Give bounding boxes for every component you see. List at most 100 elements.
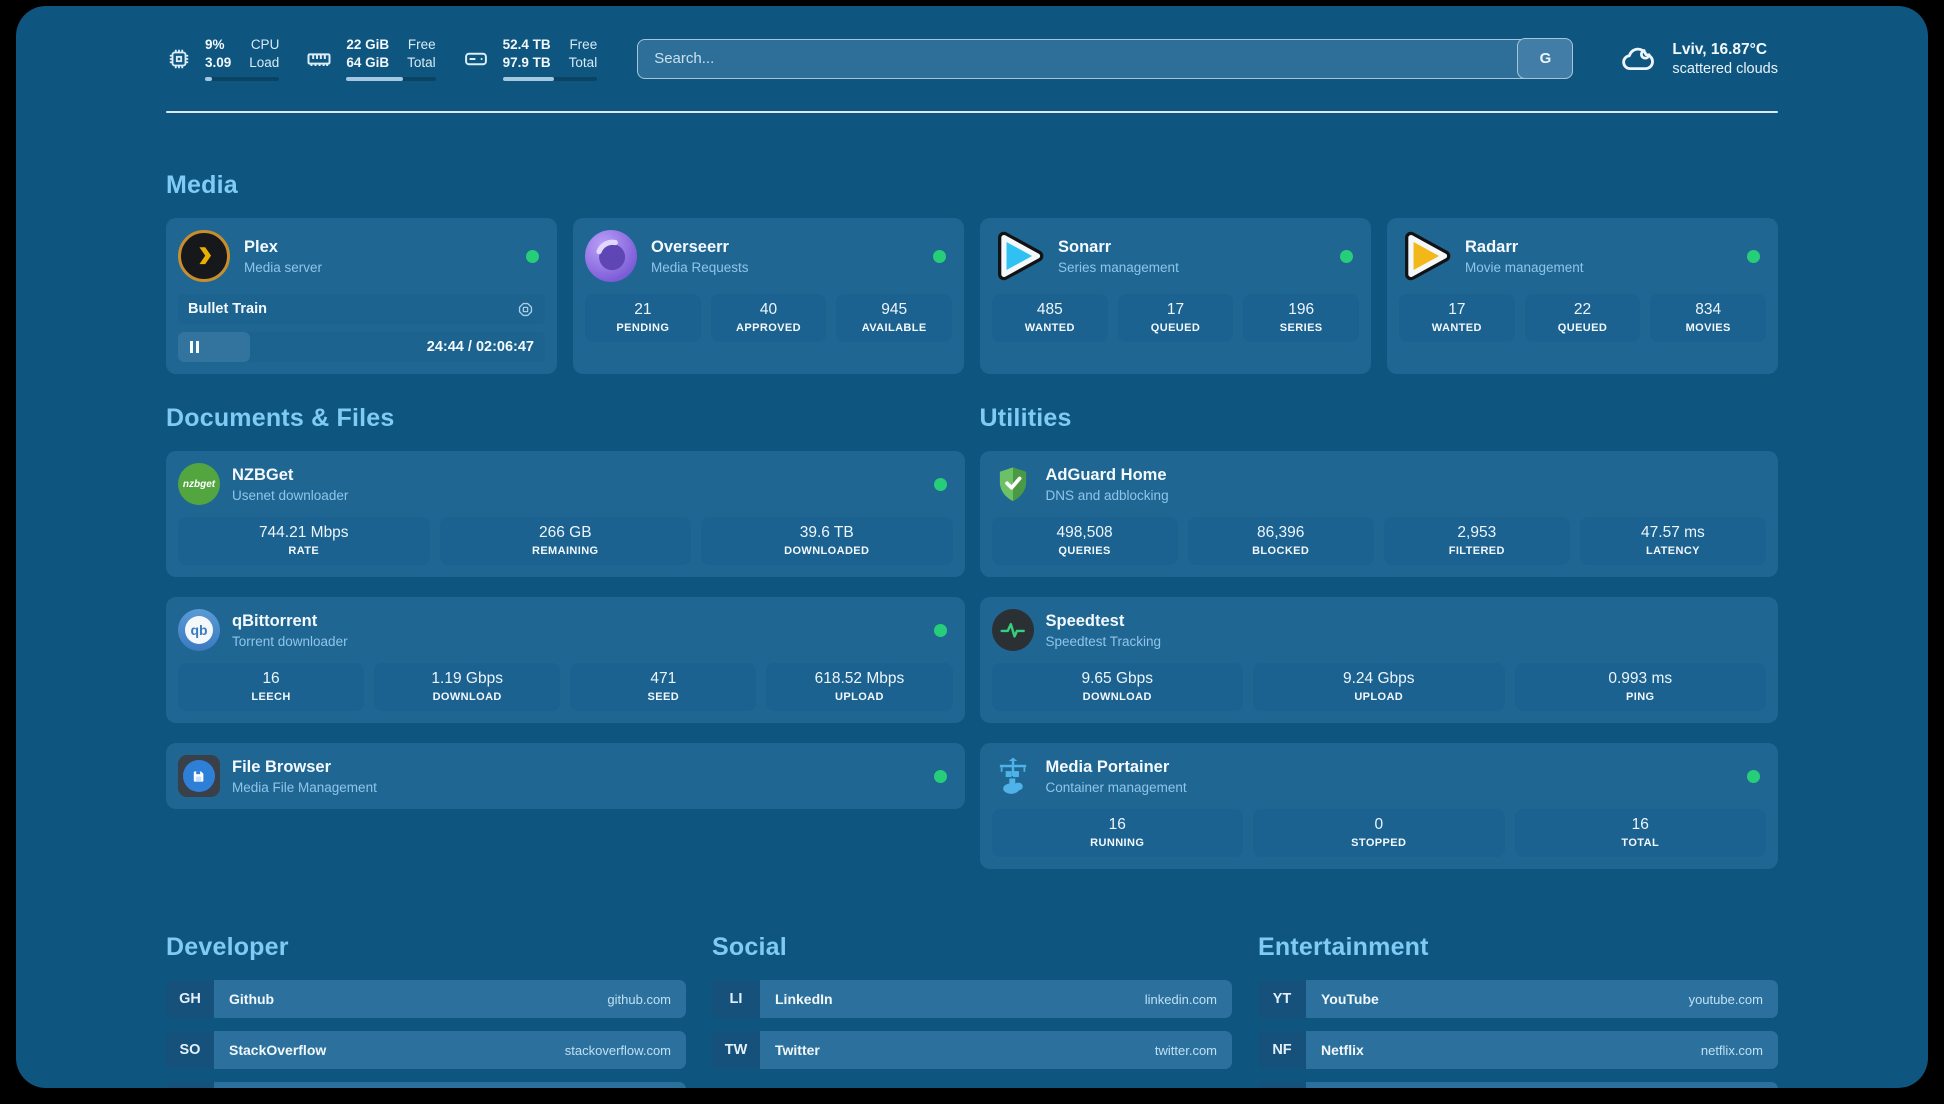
ram-icon — [305, 45, 333, 73]
card-qbittorrent[interactable]: qb qBittorrent Torrent downloader 16 LEECH 1.… — [166, 597, 965, 724]
stat-box: 9.65 Gbps DOWNLOAD — [991, 663, 1243, 712]
stat-box: 744.21 Mbps RATE — [178, 517, 430, 566]
stat-label: LEECH — [251, 691, 291, 704]
card-titles: Overseerr Media Requests — [651, 238, 749, 275]
stat-box: 21 PENDING — [585, 294, 701, 343]
card-adguard-home[interactable]: AdGuard Home DNS and adblocking 498,508 QUE… — [979, 451, 1778, 578]
stat-box: 9.24 Gbps UPLOAD — [1253, 663, 1505, 712]
bookmark-url: stackoverflow.com — [564, 1042, 671, 1058]
ram-free-label: Free — [407, 37, 436, 52]
card-head: Speedtest Speedtest Tracking — [991, 609, 1767, 652]
portainer-icon — [992, 755, 1034, 797]
stat-label: AVAILABLE — [861, 322, 927, 335]
card-media-portainer[interactable]: Media Portainer Container management 16 RUN… — [979, 743, 1778, 870]
weather-widget[interactable]: Lviv, 16.87°C scattered clouds — [1617, 38, 1778, 80]
stat-box: 86,396 BLOCKED — [1187, 517, 1374, 566]
stat-box: 47.57 ms LATENCY — [1579, 517, 1766, 566]
ram-total: 64 GiB — [346, 54, 390, 70]
stat-box: 0.993 ms PING — [1514, 663, 1766, 712]
cpu-progress-track — [205, 77, 280, 82]
stat-value: 945 — [881, 301, 908, 319]
card-head: AdGuard Home DNS and adblocking — [992, 463, 1767, 505]
gear-icon[interactable] — [516, 300, 535, 319]
search-engine-button[interactable]: G — [1517, 38, 1574, 80]
card-overseerr[interactable]: Overseerr Media Requests 21 PENDING 40 APPROV… — [573, 218, 964, 375]
bookmark-dev[interactable]: DTDEVdev.to — [166, 1082, 686, 1088]
stat-label: MOVIES — [1685, 322, 1731, 335]
bookmark-name: Netflix — [1321, 1042, 1364, 1059]
section-documents: Documents & Files nzbget NZBGet Usenet down… — [166, 404, 965, 869]
stat-value: 0 — [1374, 816, 1384, 834]
stat-value: 17 — [1448, 301, 1466, 319]
card-titles: NZBGet Usenet downloader — [232, 466, 348, 503]
stat-value: 40 — [759, 301, 778, 319]
stat-box: 485 WANTED — [992, 294, 1108, 343]
app-subtitle: Torrent downloader — [232, 633, 348, 649]
status-dot — [933, 249, 946, 263]
app-name: File Browser — [232, 757, 332, 776]
bookmark-bar: Redditreddit.com — [1306, 1082, 1778, 1088]
overseerr-icon — [585, 230, 637, 283]
stat-value: 16 — [262, 670, 280, 688]
nzbget-icon: nzbget — [178, 463, 220, 506]
stat-label: PING — [1626, 691, 1655, 704]
stat-box: 39.6 TB DOWNLOADED — [701, 517, 953, 566]
bookmark-youtube[interactable]: YT YouTube youtube.com — [1258, 980, 1778, 1019]
bookmark-abbr-badge: SO — [166, 1031, 214, 1070]
bookmark-abbr-badge: TW — [712, 1031, 760, 1070]
card-nzbget[interactable]: nzbget NZBGet Usenet downloader 744.21 Mbps… — [166, 451, 965, 578]
playback-time: 24:44 / 02:06:47 — [426, 339, 534, 356]
stat-value: 834 — [1695, 301, 1722, 319]
card-speedtest[interactable]: Speedtest Speedtest Tracking 9.65 Gbps DOWN… — [979, 597, 1778, 724]
stat-value: 16 — [1631, 816, 1649, 834]
card-titles: Plex Media server — [244, 238, 322, 275]
card-file-browser[interactable]: File Browser Media File Management — [166, 743, 965, 810]
bookmarks-social: Social LI LinkedIn linkedin.com TW Twitter twi… — [712, 933, 1232, 1088]
card-titles: AdGuard Home DNS and adblocking — [1046, 466, 1169, 503]
bookmark-linkedin[interactable]: LI LinkedIn linkedin.com — [712, 980, 1232, 1019]
bookmarks-entertainment: Entertainment YT YouTube youtube.com NF Netfl… — [1258, 933, 1778, 1088]
app-name: Plex — [244, 237, 278, 256]
stat-label: SERIES — [1279, 322, 1323, 335]
bookmark-github[interactable]: GH Github github.com — [166, 980, 686, 1019]
bookmark-bar: Twitter twitter.com — [760, 1031, 1232, 1070]
bookmark-twitter[interactable]: TW Twitter twitter.com — [712, 1031, 1232, 1070]
card-stats: 744.21 Mbps RATE 266 GB REMAINING 39.6 TB DOW… — [178, 517, 953, 566]
bookmark-abbr-badge: RE — [1258, 1082, 1306, 1088]
app-subtitle: Usenet downloader — [232, 487, 349, 503]
bookmark-name: YouTube — [1321, 991, 1379, 1008]
app-subtitle: Media File Management — [232, 779, 377, 795]
disk-total: 97.9 TB — [502, 54, 551, 70]
filebrowser-icon — [178, 755, 220, 798]
search-input[interactable] — [638, 39, 1573, 78]
stat-box: 0 STOPPED — [1253, 809, 1505, 858]
status-dot — [526, 249, 539, 263]
bookmark-netflix[interactable]: NF Netflix netflix.com — [1258, 1031, 1778, 1070]
pause-icon[interactable] — [190, 341, 199, 354]
stat-box: 1.19 Gbps DOWNLOAD — [374, 663, 561, 712]
status-dot — [1340, 249, 1353, 263]
ram-free: 22 GiB — [346, 37, 390, 52]
card-head: Plex Media server — [178, 230, 545, 283]
bookmark-stackoverflow[interactable]: SO StackOverflow stackoverflow.com — [166, 1031, 686, 1070]
card-sonarr[interactable]: Sonarr Series management 485 WANTED 17 QUEUED… — [980, 218, 1371, 375]
bookmark-bar: Github github.com — [214, 980, 686, 1019]
bookmark-reddit[interactable]: RERedditreddit.com — [1258, 1082, 1778, 1088]
cpu-icon — [166, 46, 192, 72]
cpu-load-label: Load — [249, 54, 280, 70]
stat-label: QUEUED — [1150, 322, 1201, 335]
playback-progress-bar[interactable]: 24:44 / 02:06:47 — [178, 332, 545, 363]
stat-box: 2,953 FILTERED — [1383, 517, 1570, 566]
stat-value: 2,953 — [1457, 524, 1497, 542]
card-plex[interactable]: Plex Media server Bullet Train 24:44 / 02:0… — [166, 218, 557, 375]
stat-box: 17 WANTED — [1399, 294, 1515, 343]
system-stats: 9% 3.09 CPU Load — [166, 36, 598, 82]
bookmark-url: twitter.com — [1154, 1042, 1217, 1058]
stat-value: 266 GB — [538, 524, 592, 542]
card-radarr[interactable]: Radarr Movie management 17 WANTED 22 QUEUED 83… — [1387, 218, 1778, 375]
stat-value: 22 — [1573, 301, 1592, 319]
bookmark-abbr-badge: LI — [712, 980, 760, 1019]
search-bar: G — [637, 38, 1574, 80]
stat-box: 16 RUNNING — [991, 809, 1243, 858]
stat-value: 498,508 — [1056, 524, 1113, 542]
